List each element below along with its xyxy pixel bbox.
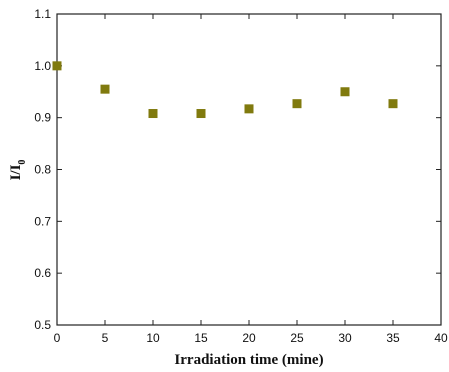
x-tick-label: 40	[434, 331, 448, 345]
x-tick-label: 20	[242, 331, 256, 345]
y-tick-label: 1.1	[34, 7, 51, 21]
x-axis: 0 5 10 15 20 25 30 35 40	[54, 14, 448, 345]
x-tick-label: 15	[194, 331, 208, 345]
x-tick-label: 5	[102, 331, 109, 345]
x-tick-label: 30	[338, 331, 352, 345]
y-axis: 0.5 0.6 0.7 0.8 0.9 1.0 1.1	[34, 7, 441, 332]
plot-frame	[56, 13, 442, 326]
x-tick-label: 35	[386, 331, 400, 345]
y-tick-label: 0.9	[34, 111, 51, 125]
data-point	[52, 61, 62, 71]
data-point	[148, 109, 158, 119]
x-tick-label: 0	[54, 331, 61, 345]
y-tick-label: 0.8	[34, 163, 51, 177]
x-tick-label: 25	[290, 331, 304, 345]
y-axis-title: I/I	[8, 164, 24, 180]
data-series	[52, 61, 398, 119]
y-tick-label: 1.0	[34, 59, 51, 73]
data-point	[100, 84, 110, 94]
x-tick-label: 10	[146, 331, 160, 345]
data-point	[340, 87, 350, 97]
y-tick-label: 0.5	[34, 318, 51, 332]
data-point	[292, 99, 302, 109]
data-point	[388, 99, 398, 109]
x-axis-title: Irradiation time (mine)	[174, 352, 323, 368]
data-point	[196, 109, 206, 119]
svg-text:I/I0: I/I0	[8, 160, 28, 181]
y-tick-label: 0.6	[34, 266, 51, 280]
y-axis-title-group: I/I0	[8, 160, 28, 181]
data-point	[244, 104, 254, 114]
y-tick-label: 0.7	[34, 214, 51, 228]
y-axis-title-subscript: 0	[17, 160, 28, 165]
